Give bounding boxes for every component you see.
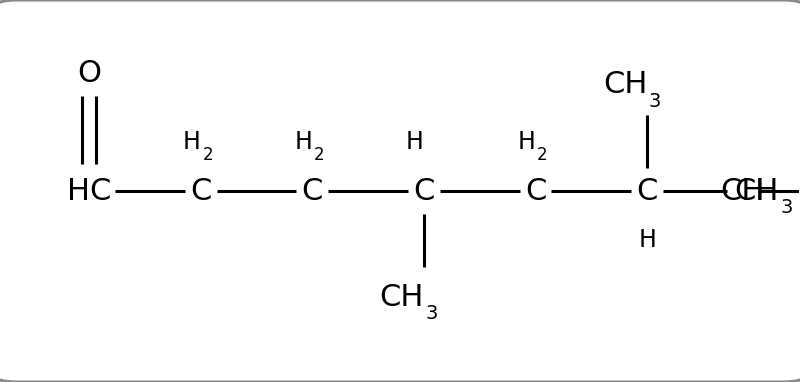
Text: CH: CH: [721, 176, 765, 206]
Text: C: C: [637, 176, 658, 206]
Text: 3: 3: [426, 304, 438, 324]
Text: C: C: [414, 176, 434, 206]
Text: 2: 2: [314, 146, 325, 164]
Text: C: C: [525, 176, 546, 206]
Text: 3: 3: [780, 198, 793, 217]
Text: 2: 2: [537, 146, 548, 164]
Text: O: O: [77, 59, 101, 88]
Text: CH: CH: [379, 283, 424, 312]
Text: H: H: [294, 130, 312, 154]
Text: H: H: [183, 130, 201, 154]
Text: H: H: [406, 130, 424, 154]
Text: H: H: [518, 130, 535, 154]
Text: C: C: [302, 176, 323, 206]
Text: 3: 3: [649, 92, 661, 111]
Text: CH: CH: [734, 176, 778, 206]
Text: C: C: [190, 176, 211, 206]
Text: CH: CH: [602, 70, 647, 99]
Text: HC: HC: [67, 176, 111, 206]
Text: 2: 2: [202, 146, 213, 164]
Text: H: H: [638, 228, 656, 252]
